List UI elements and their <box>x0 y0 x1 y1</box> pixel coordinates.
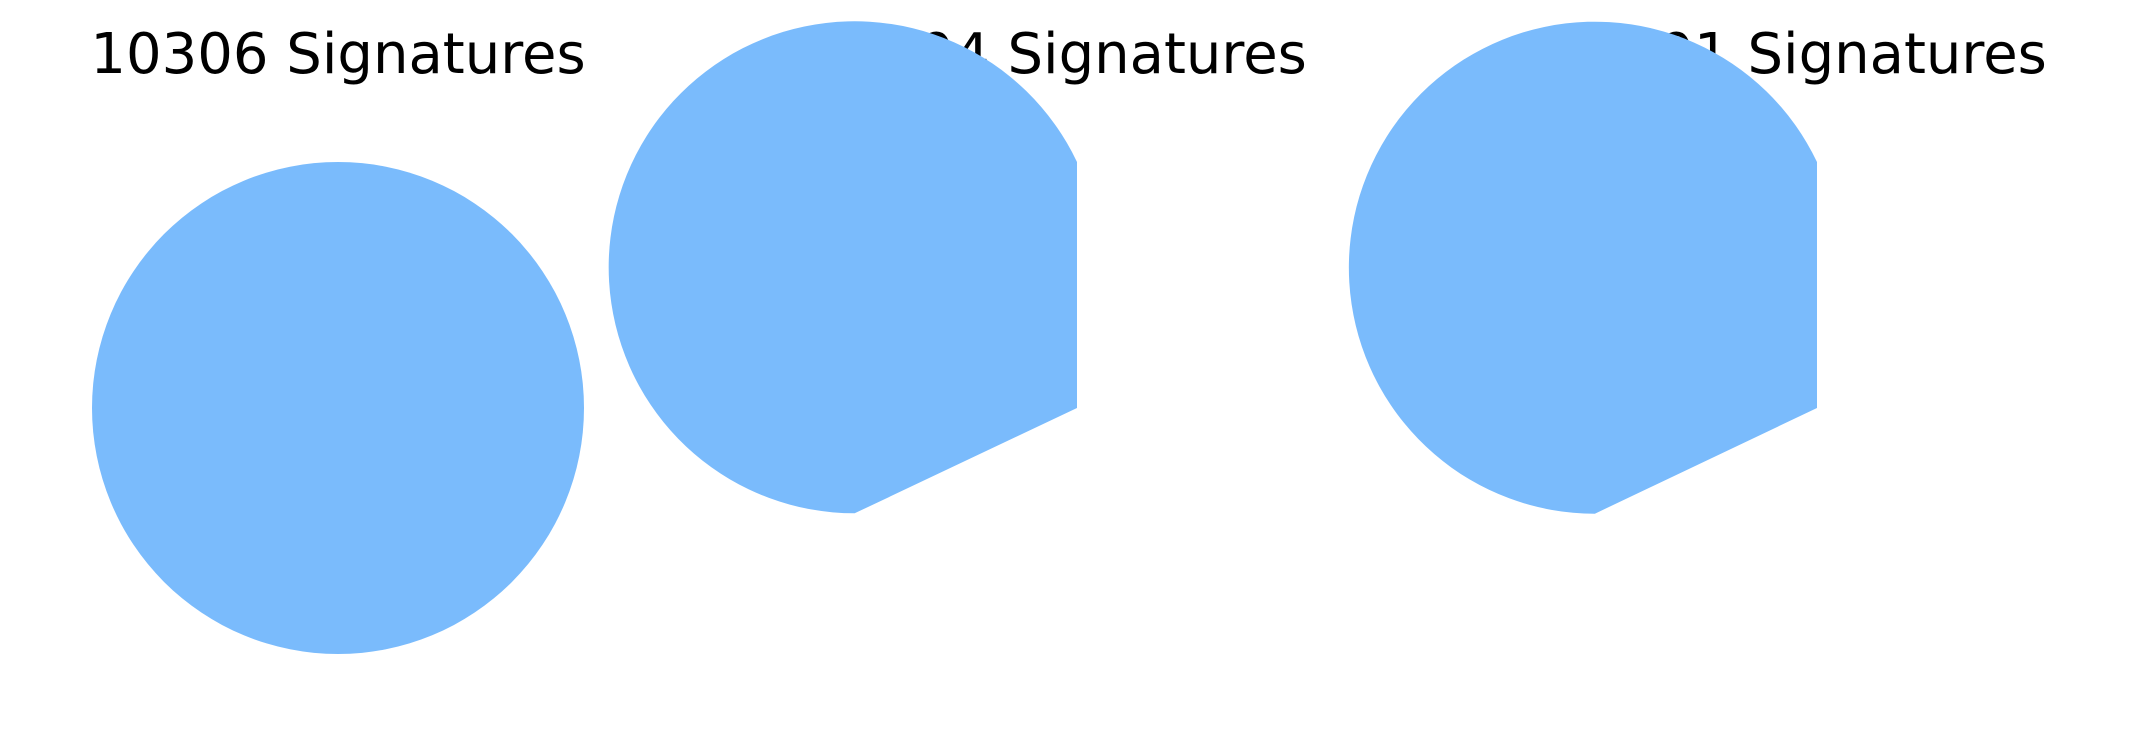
pie-chart-3: 7001 Signatures <box>1348 21 2047 514</box>
pie-chart-3-slice-1 <box>1348 21 1817 514</box>
pie-chart-2-slices <box>608 21 1077 514</box>
pie-chart-1: 10306 Signatures <box>90 22 586 654</box>
pie-chart-2-slice-1 <box>608 21 1077 514</box>
pie-chart-3-slices <box>1348 21 1817 514</box>
pie-chart-1-slices <box>92 162 584 654</box>
pie-chart-1-title: 10306 Signatures <box>90 22 585 87</box>
pie-chart-2: 7004 Signatures <box>608 21 1307 514</box>
pie-chart-1-slice-1 <box>92 162 584 654</box>
